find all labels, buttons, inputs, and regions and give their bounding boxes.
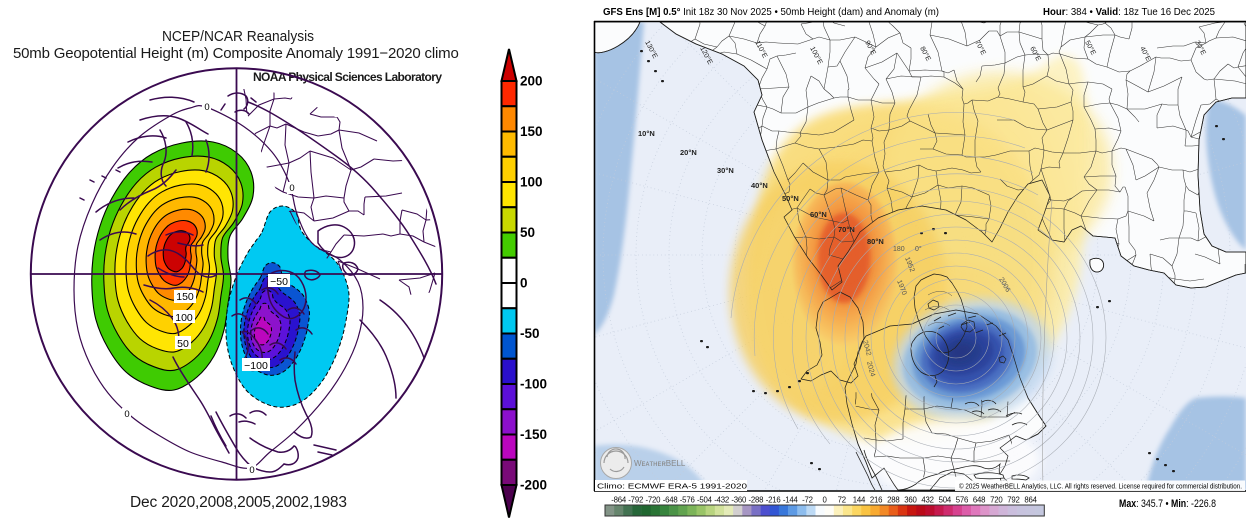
svg-text:-200: -200 [520,478,547,493]
svg-text:504: 504 [939,496,952,505]
svg-text:0: 0 [124,409,129,420]
svg-text:0: 0 [520,276,528,291]
svg-text:-720: -720 [645,496,661,505]
svg-text:30°N: 30°N [717,166,734,175]
svg-text:Dec 2020,2008,2005,2002,1983: Dec 2020,2008,2005,2002,1983 [130,494,347,511]
svg-text:100: 100 [520,175,543,190]
svg-text:0: 0 [823,496,828,505]
svg-text:50: 50 [177,338,189,350]
svg-text:60°N: 60°N [810,210,827,219]
svg-text:NCEP/NCAR Reanalysis: NCEP/NCAR Reanalysis [162,28,314,45]
svg-text:−50: −50 [270,276,288,288]
svg-text:-288: -288 [748,496,763,505]
svg-text:-792: -792 [628,496,643,505]
svg-text:-144: -144 [783,496,799,505]
svg-text:864: 864 [1024,496,1037,505]
svg-text:-216: -216 [766,496,781,505]
svg-text:0°: 0° [915,245,922,253]
svg-text:-150: -150 [520,427,547,442]
svg-text:50mb Geopotential Height (m) C: 50mb Geopotential Height (m) Composite A… [13,45,459,62]
svg-text:70°N: 70°N [838,225,855,234]
svg-text:144: 144 [853,496,866,505]
svg-text:WᴇᴀᴛʜᴇʀBELL: WᴇᴀᴛʜᴇʀBELL [634,459,686,468]
svg-text:150: 150 [520,124,543,139]
svg-text:© 2025 WeatherBELL Analytics,: © 2025 WeatherBELL Analytics, LLC. All r… [959,483,1242,491]
svg-text:576: 576 [956,496,968,505]
svg-text:-576: -576 [680,496,695,505]
svg-text:-864: -864 [611,496,627,505]
svg-text:GFS Ens [M] 0.5° Init 18z 30 N: GFS Ens [M] 0.5° Init 18z 30 Nov 2025 • … [603,6,939,18]
svg-text:0: 0 [289,183,294,194]
svg-text:360: 360 [904,496,917,505]
svg-text:288: 288 [887,496,899,505]
svg-text:180: 180 [893,246,905,253]
svg-text:-100: -100 [520,377,547,392]
svg-text:Hour: 384 • Valid: 18z Tue 16: Hour: 384 • Valid: 18z Tue 16 Dec 2025 [1043,6,1215,18]
svg-text:50°N: 50°N [782,194,799,203]
svg-text:10°N: 10°N [638,129,655,138]
svg-text:2042: 2042 [861,340,872,357]
svg-text:720: 720 [990,496,1003,505]
svg-text:20°N: 20°N [680,148,697,157]
svg-text:50: 50 [520,225,535,240]
svg-text:-432: -432 [714,496,729,505]
svg-text:-360: -360 [731,496,747,505]
svg-text:792: 792 [1007,496,1019,505]
svg-text:80°N: 80°N [867,237,884,246]
svg-text:Max: 345.7 • Min: -226.8: Max: 345.7 • Min: -226.8 [1119,498,1216,510]
svg-text:0: 0 [204,102,209,113]
svg-text:−100: −100 [244,360,268,372]
svg-text:Climo: ECMWF ERA-5 1991-2020: Climo: ECMWF ERA-5 1991-2020 [597,484,747,491]
svg-text:648: 648 [973,496,985,505]
svg-text:72: 72 [838,496,846,505]
svg-text:432: 432 [921,496,933,505]
svg-text:216: 216 [870,496,882,505]
svg-text:100: 100 [175,312,193,324]
svg-text:150: 150 [176,291,194,303]
svg-text:40°N: 40°N [751,181,768,190]
svg-text:-648: -648 [663,496,678,505]
svg-text:NOAA Physical Sciences Laborat: NOAA Physical Sciences Laboratory [253,70,442,84]
svg-text:0: 0 [249,465,254,476]
svg-text:200: 200 [520,74,543,89]
svg-text:-504: -504 [697,496,713,505]
svg-text:2024: 2024 [865,361,876,378]
svg-text:-50: -50 [520,326,540,341]
svg-text:-72: -72 [802,496,813,505]
